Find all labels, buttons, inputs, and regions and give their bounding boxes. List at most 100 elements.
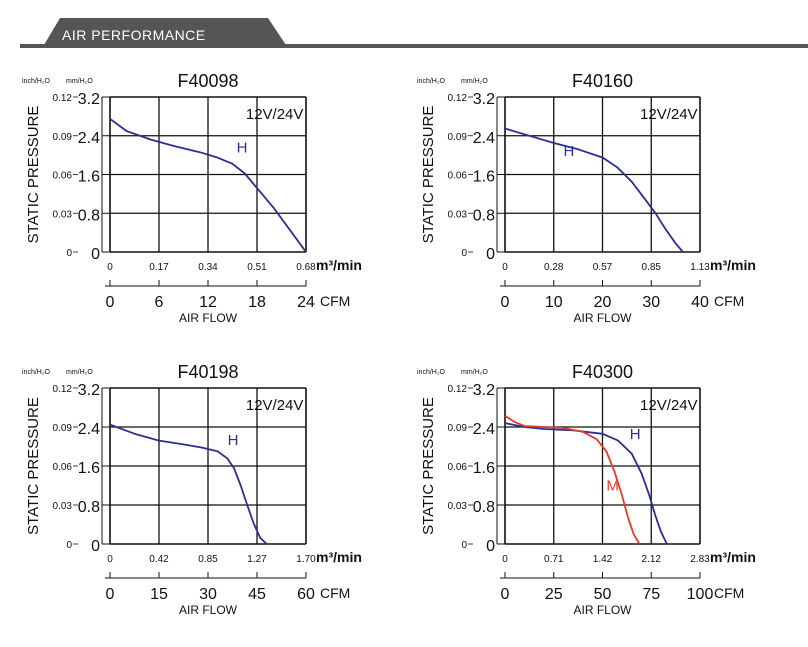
series-label-h: H xyxy=(237,140,248,157)
x-tick-label-m3: 2.12 xyxy=(642,554,662,565)
y-unit-inch: inch/H₂O xyxy=(22,78,51,85)
x-tick-label-m3: 0.28 xyxy=(544,262,564,273)
x-tick-label-cfm: 6 xyxy=(155,294,164,311)
chart-4: 3.2 2.4 1.6 0.8 0 0.12 0.09 0.06 0.03 0 inch/H₂O mm… xyxy=(417,362,756,617)
y-tick-label-inch: 0.09 xyxy=(53,423,73,434)
x-unit-m3: m³/min xyxy=(316,257,362,273)
x-tick-label-m3: 0 xyxy=(502,262,508,273)
y-tick-label-mm: 0 xyxy=(91,246,100,263)
x-tick-label-m3: 1.42 xyxy=(593,554,613,565)
x-tick-label-cfm: 0 xyxy=(106,294,115,311)
chart-title: F40098 xyxy=(177,71,238,91)
series-line-m xyxy=(504,415,641,545)
y-tick-label-inch: 0 xyxy=(66,540,72,551)
y-tick-label-inch: 0.03 xyxy=(53,209,73,220)
x-tick-label-m3: 0.85 xyxy=(198,554,218,565)
y-tick-label-inch: 0.03 xyxy=(53,501,73,512)
series-label-h: H xyxy=(564,143,575,160)
y-unit-mm: mm/H₂O xyxy=(66,78,93,85)
x-tick-label-cfm: 50 xyxy=(594,586,612,603)
x-tick-label-cfm: 25 xyxy=(545,586,563,603)
y-tick-label-mm: 3.2 xyxy=(78,91,100,108)
y-tick-label-mm: 0 xyxy=(91,538,100,555)
y-unit-mm: mm/H₂O xyxy=(66,369,93,376)
x-tick-label-m3: 0 xyxy=(107,262,113,273)
x-tick-label-cfm: 15 xyxy=(150,586,168,603)
y-tick-label-inch: 0.06 xyxy=(448,171,468,182)
x-tick-label-cfm: 0 xyxy=(501,294,510,311)
rating-label: 12V/24V xyxy=(246,106,304,123)
series-label-m: M xyxy=(606,477,619,494)
x-tick-label-cfm: 100 xyxy=(687,586,714,603)
x-tick-label-m3: 0.85 xyxy=(642,262,662,273)
header-rule xyxy=(20,44,808,48)
rating-label: 12V/24V xyxy=(246,397,304,414)
y-axis-label: STATIC PRESSURE xyxy=(420,106,437,244)
x-unit-cfm: CFM xyxy=(320,585,350,601)
x-tick-label-m3: 0.51 xyxy=(247,262,267,273)
y-tick-label-inch: 0.03 xyxy=(448,209,468,220)
x-unit-m3: m³/min xyxy=(710,257,756,273)
x-unit-cfm: CFM xyxy=(714,293,744,309)
x-unit-m3: m³/min xyxy=(710,549,756,565)
x-axis-label: AIR FLOW xyxy=(573,603,632,617)
y-axis-label: STATIC PRESSURE xyxy=(25,397,42,535)
x-axis-label: AIR FLOW xyxy=(179,603,238,617)
rating-label: 12V/24V xyxy=(640,397,698,414)
x-unit-cfm: CFM xyxy=(714,585,744,601)
header-title: AIR PERFORMANCE xyxy=(62,27,206,43)
x-unit-cfm: CFM xyxy=(320,293,350,309)
y-axis-label: STATIC PRESSURE xyxy=(25,106,42,244)
y-tick-label-inch: 0.06 xyxy=(53,462,73,473)
y-unit-mm: mm/H₂O xyxy=(461,78,488,85)
y-tick-label-inch: 0.12 xyxy=(53,384,73,395)
x-tick-label-cfm: 20 xyxy=(594,294,612,311)
x-tick-label-m3: 2.83 xyxy=(690,554,710,565)
series-line-h xyxy=(504,127,684,253)
chart-2: 3.2 2.4 1.6 0.8 0 0.12 0.09 0.06 0.03 0 inch/H₂O mm… xyxy=(417,71,756,325)
y-tick-label-inch: 0 xyxy=(461,248,467,259)
y-tick-label-mm: 2.4 xyxy=(78,421,100,438)
x-tick-label-cfm: 75 xyxy=(642,586,660,603)
y-tick-label-inch: 0.09 xyxy=(53,132,73,143)
y-tick-label-mm: 0.8 xyxy=(78,207,100,224)
series-line-h xyxy=(109,423,268,545)
y-tick-label-mm: 0 xyxy=(486,538,495,555)
x-tick-label-m3: 1.70 xyxy=(296,554,316,565)
chart-1: 3.2 2.4 1.6 0.8 0 0.12 0.09 0.06 0.03 0 inch/H₂O mm… xyxy=(22,71,362,325)
y-tick-label-mm: 2.4 xyxy=(78,130,100,147)
series-line-h xyxy=(109,118,307,253)
y-unit-inch: inch/H₂O xyxy=(417,78,446,85)
y-tick-label-mm: 0.8 xyxy=(78,499,100,516)
y-tick-label-inch: 0 xyxy=(461,540,467,551)
y-tick-label-mm: 3.2 xyxy=(78,382,100,399)
chart-3: 3.2 2.4 1.6 0.8 0 0.12 0.09 0.06 0.03 0 inch/H₂O mm… xyxy=(22,362,362,617)
y-tick-label-inch: 0.09 xyxy=(448,132,468,143)
y-tick-label-mm: 0.8 xyxy=(473,207,495,224)
x-tick-label-m3: 0 xyxy=(107,554,113,565)
x-tick-label-m3: 0.71 xyxy=(544,554,564,565)
x-tick-label-m3: 0.17 xyxy=(149,262,169,273)
y-tick-label-mm: 1.6 xyxy=(473,460,495,477)
y-unit-mm: mm/H₂O xyxy=(461,369,488,376)
x-tick-label-m3: 0.68 xyxy=(296,262,316,273)
y-tick-label-mm: 2.4 xyxy=(473,130,495,147)
chart-title: F40300 xyxy=(572,362,633,382)
x-axis-label: AIR FLOW xyxy=(573,311,632,325)
x-tick-label-cfm: 18 xyxy=(248,294,266,311)
x-tick-label-cfm: 24 xyxy=(297,294,315,311)
y-tick-label-mm: 0.8 xyxy=(473,499,495,516)
y-tick-label-inch: 0.12 xyxy=(448,93,468,104)
chart-title: F40198 xyxy=(177,362,238,382)
x-tick-label-m3: 0 xyxy=(502,554,508,565)
y-tick-label-mm: 2.4 xyxy=(473,421,495,438)
x-axis-label: AIR FLOW xyxy=(179,311,238,325)
y-tick-label-inch: 0.06 xyxy=(53,171,73,182)
section-header: AIR PERFORMANCE xyxy=(20,18,808,48)
y-tick-label-inch: 0.06 xyxy=(448,462,468,473)
chart-title: F40160 xyxy=(572,71,633,91)
x-tick-label-cfm: 10 xyxy=(545,294,563,311)
y-axis-label: STATIC PRESSURE xyxy=(420,397,437,535)
y-tick-label-mm: 3.2 xyxy=(473,382,495,399)
